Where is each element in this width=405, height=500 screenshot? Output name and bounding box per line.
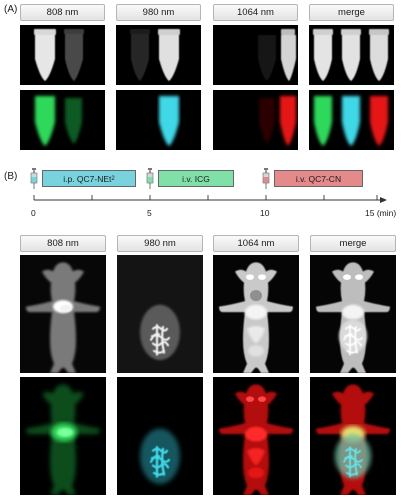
timeline-axis bbox=[33, 195, 387, 203]
tube-image-808-gray bbox=[20, 25, 105, 85]
tube-image-merge-color bbox=[309, 90, 394, 150]
syringe-icon bbox=[146, 168, 154, 189]
timeline: i.p. QC7-NEt 2 i.v. ICG i.v. QC7-CN 0 5 1… bbox=[0, 160, 405, 220]
tube-image-1064-red bbox=[213, 90, 298, 150]
mouse-image-merge-color bbox=[310, 377, 396, 495]
tick-label-5: 5 bbox=[147, 208, 152, 218]
col-header-1064-b: 1064 nm bbox=[213, 235, 299, 252]
tick-label-0: 0 bbox=[31, 208, 36, 218]
col-header-980-b: 980 nm bbox=[117, 235, 203, 252]
injection-subscript: 2 bbox=[111, 175, 115, 182]
col-header-808-a: 808 nm bbox=[20, 4, 105, 21]
syringe-icon bbox=[262, 168, 270, 189]
tick-label-10: 10 bbox=[260, 208, 270, 218]
syringe-icon bbox=[30, 168, 38, 189]
tube-image-merge-gray bbox=[309, 25, 394, 85]
col-header-merge-b: merge bbox=[310, 235, 396, 252]
mouse-image-980-gray bbox=[117, 255, 203, 373]
tube-image-808-green bbox=[20, 90, 105, 150]
tube-image-980-cyan bbox=[116, 90, 201, 150]
panel-b-label: (B) bbox=[4, 171, 18, 182]
mouse-image-1064-gray bbox=[213, 255, 299, 373]
tube-image-1064-gray bbox=[213, 25, 298, 85]
col-header-merge-a: merge bbox=[309, 4, 394, 21]
injection-box-qc7-net2: i.p. QC7-NEt 2 bbox=[42, 170, 136, 187]
mouse-image-808-green bbox=[20, 377, 106, 495]
tick-label-15-min: 15 (min) bbox=[365, 208, 397, 218]
col-header-980-a: 980 nm bbox=[116, 4, 201, 21]
panel-a-label: (A) bbox=[4, 4, 18, 15]
col-header-808-b: 808 nm bbox=[20, 235, 106, 252]
col-header-1064-a: 1064 nm bbox=[213, 4, 298, 21]
injection-box-qc7-cn: i.v. QC7-CN bbox=[274, 170, 363, 187]
mouse-image-1064-red bbox=[213, 377, 299, 495]
tube-image-980-gray bbox=[116, 25, 201, 85]
injection-label: i.p. QC7-NEt bbox=[63, 173, 112, 184]
mouse-image-808-gray bbox=[20, 255, 106, 373]
injection-box-icg: i.v. ICG bbox=[158, 170, 234, 187]
mouse-image-merge-gray bbox=[310, 255, 396, 373]
mouse-image-980-cyan bbox=[117, 377, 203, 495]
